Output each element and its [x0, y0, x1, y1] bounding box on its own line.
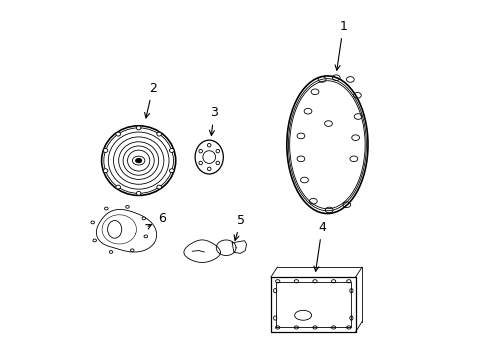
- Ellipse shape: [91, 221, 94, 224]
- Ellipse shape: [294, 326, 298, 329]
- Ellipse shape: [136, 126, 141, 130]
- Ellipse shape: [142, 217, 145, 220]
- Ellipse shape: [103, 169, 108, 173]
- Ellipse shape: [273, 289, 276, 293]
- Ellipse shape: [275, 280, 279, 283]
- Text: 3: 3: [209, 107, 217, 135]
- Ellipse shape: [207, 167, 210, 171]
- Ellipse shape: [104, 207, 108, 210]
- Ellipse shape: [135, 158, 142, 163]
- Ellipse shape: [169, 169, 174, 173]
- Ellipse shape: [203, 151, 215, 163]
- Ellipse shape: [216, 161, 219, 165]
- Ellipse shape: [93, 239, 96, 242]
- Ellipse shape: [349, 316, 352, 320]
- Ellipse shape: [157, 185, 161, 189]
- Polygon shape: [96, 210, 156, 252]
- Ellipse shape: [116, 185, 120, 189]
- Ellipse shape: [207, 143, 210, 147]
- Text: 6: 6: [145, 212, 165, 229]
- Ellipse shape: [312, 280, 316, 283]
- Ellipse shape: [349, 289, 352, 293]
- Ellipse shape: [346, 280, 350, 283]
- Ellipse shape: [331, 280, 335, 283]
- Ellipse shape: [312, 326, 316, 329]
- Text: 4: 4: [313, 221, 325, 271]
- Ellipse shape: [273, 316, 276, 320]
- Ellipse shape: [116, 132, 120, 136]
- Ellipse shape: [144, 235, 147, 238]
- Ellipse shape: [136, 192, 141, 195]
- Ellipse shape: [199, 149, 202, 153]
- Ellipse shape: [294, 280, 298, 283]
- Ellipse shape: [130, 249, 134, 252]
- Text: 2: 2: [144, 82, 156, 118]
- Ellipse shape: [107, 221, 122, 238]
- Ellipse shape: [169, 149, 174, 152]
- Text: 5: 5: [234, 214, 244, 240]
- Ellipse shape: [157, 132, 161, 136]
- Ellipse shape: [195, 140, 223, 174]
- Ellipse shape: [125, 206, 129, 208]
- Ellipse shape: [109, 251, 113, 253]
- Ellipse shape: [199, 161, 202, 165]
- Ellipse shape: [275, 326, 279, 329]
- Text: 1: 1: [334, 20, 346, 70]
- Ellipse shape: [216, 149, 219, 153]
- Ellipse shape: [346, 326, 350, 329]
- Ellipse shape: [331, 326, 335, 329]
- Ellipse shape: [132, 156, 144, 165]
- Ellipse shape: [103, 149, 108, 152]
